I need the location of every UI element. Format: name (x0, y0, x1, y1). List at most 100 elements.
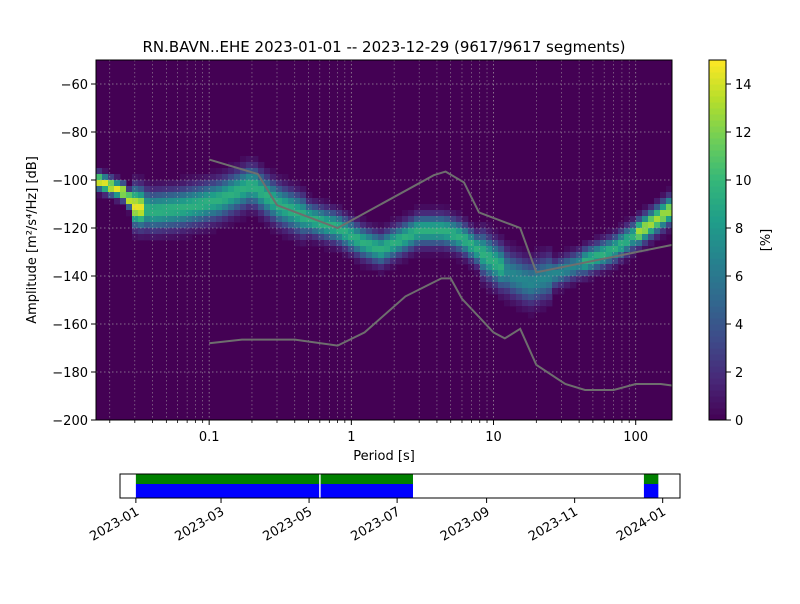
heatmap-cell (150, 210, 157, 217)
low-noise-model-line (209, 277, 679, 391)
heatmap-cell (258, 186, 265, 193)
heatmap-cell (450, 222, 457, 229)
heatmap-cell (564, 276, 571, 283)
heatmap-cell (186, 174, 193, 181)
colorbar-tick-label: 6 (735, 270, 743, 285)
heatmap-cell (396, 258, 403, 265)
heatmap-cell (462, 234, 469, 241)
heatmap-cell (498, 282, 505, 289)
heatmap-cell (204, 174, 211, 181)
heatmap-cell (348, 228, 355, 235)
heatmap-cell (204, 180, 211, 187)
heatmap-cell (234, 204, 241, 211)
heatmap-cell (342, 216, 349, 223)
heatmap-cell (210, 228, 217, 235)
colorbar-segment (709, 198, 726, 205)
heatmap-cell (636, 246, 643, 253)
heatmap-cell (132, 234, 139, 241)
heatmap-cell (246, 174, 253, 181)
heatmap-cell (606, 252, 613, 259)
heatmap-cell (462, 246, 469, 253)
heatmap-cell (462, 240, 469, 247)
heatmap-cell (252, 180, 259, 187)
heatmap-cell (498, 234, 505, 241)
heatmap-cell (432, 246, 439, 253)
heatmap-cell (648, 234, 655, 241)
heatmap-cell (486, 252, 493, 259)
heatmap-cell (408, 246, 415, 253)
heatmap-cell (180, 228, 187, 235)
heatmap-cell (300, 192, 307, 199)
heatmap-cell (594, 264, 601, 271)
heatmap-cell (162, 198, 169, 205)
heatmap-cell (396, 216, 403, 223)
heatmap-cell (366, 258, 373, 265)
heatmap-cell (648, 240, 655, 247)
heatmap-cell (234, 186, 241, 193)
heatmap-cell (198, 198, 205, 205)
heatmap-cell (474, 264, 481, 271)
heatmap-cell (126, 204, 133, 211)
heatmap-cell (636, 228, 643, 235)
heatmap-cell (534, 258, 541, 265)
heatmap-cell (204, 198, 211, 205)
heatmap-cell (546, 270, 553, 277)
heatmap-cell (480, 252, 487, 259)
heatmap-cell (606, 246, 613, 253)
heatmap-cell (360, 228, 367, 235)
colorbar-segment (709, 228, 726, 235)
heatmap-cell (168, 186, 175, 193)
colorbar-segment (709, 186, 726, 193)
heatmap-cell (498, 276, 505, 283)
heatmap-cell (534, 306, 541, 313)
heatmap-cell (618, 228, 625, 235)
heatmap-cell (222, 222, 229, 229)
colorbar-segment (709, 324, 726, 331)
heatmap-cell (402, 258, 409, 265)
heatmap-cell (438, 228, 445, 235)
heatmap-cell (144, 186, 151, 193)
heatmap-cell (450, 216, 457, 223)
heatmap-cell (264, 198, 271, 205)
heatmap-cell (240, 204, 247, 211)
heatmap-cell (216, 204, 223, 211)
heatmap-cell (612, 228, 619, 235)
heatmap-cell (582, 258, 589, 265)
colorbar-segment (709, 342, 726, 349)
heatmap-cell (552, 258, 559, 265)
colorbar-segment (709, 90, 726, 97)
colorbar-segment (709, 294, 726, 301)
heatmap-cell (648, 228, 655, 235)
x-tick-label: 0.1 (199, 430, 220, 445)
heatmap-cell (132, 198, 139, 205)
heatmap-cell (138, 174, 145, 181)
heatmap-cell (270, 174, 277, 181)
heatmap-cell (444, 204, 451, 211)
heatmap-cell (324, 204, 331, 211)
heatmap-cell (564, 258, 571, 265)
colorbar-segment (709, 210, 726, 217)
heatmap-cell (504, 240, 511, 247)
heatmap-cell (132, 228, 139, 235)
heatmap-cell (570, 252, 577, 259)
heatmap-cell (156, 180, 163, 187)
heatmap-cell (612, 240, 619, 247)
heatmap-cell (198, 192, 205, 199)
heatmap-cell (594, 246, 601, 253)
heatmap-cell (162, 216, 169, 223)
heatmap-cell (138, 198, 145, 205)
heatmap-cell (312, 234, 319, 241)
heatmap-cell (456, 210, 463, 217)
heatmap-cell (486, 264, 493, 271)
heatmap-cell (276, 174, 283, 181)
heatmap-cell (240, 174, 247, 181)
heatmap-cell (156, 186, 163, 193)
heatmap-cell (306, 204, 313, 211)
heatmap-cell (486, 228, 493, 235)
heatmap-cell (642, 234, 649, 241)
heatmap-cell (192, 228, 199, 235)
heatmap-cell (486, 234, 493, 241)
y-tick-label: −100 (52, 174, 88, 189)
heatmap-cell (324, 234, 331, 241)
heatmap-cell (570, 276, 577, 283)
